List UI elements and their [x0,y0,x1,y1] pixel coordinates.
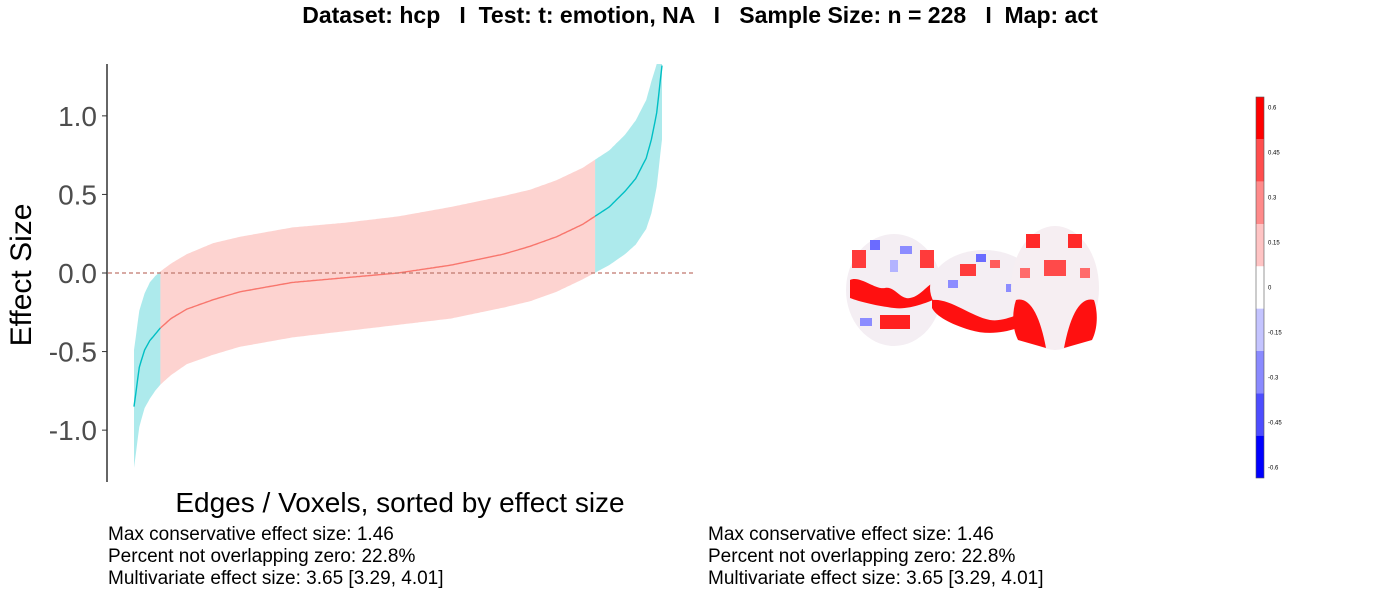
brain-slices [846,226,1099,350]
stats-right: Max conservative effect size: 1.46 Perce… [708,524,1044,590]
colorbar-swatch [1256,351,1264,394]
colorbar-swatch [1256,224,1264,267]
colorbar-tick-label: 0.6 [1268,106,1277,112]
y-ticks: 1.0 0.5 0.0 -0.5 -1.0 [49,101,107,446]
colorbar-swatch [1256,181,1264,224]
effect-size-chart: 1.0 0.5 0.0 -0.5 -1.0 Effect Size Edges / Vo… [5,64,694,518]
y-tick-label: 1.0 [58,101,97,132]
stats-left: Max conservative effect size: 1.46 Perce… [108,524,444,590]
ci-band-not-overlapping-zero [134,271,161,468]
estimate-line-not-overlapping-zero [594,65,663,217]
colorbar-tick-label: 0.15 [1268,241,1280,247]
colorbar: 0.6 0.45 0.3 0.15 0 -0.15 -0.3 -0.45 -0.6 [1255,96,1282,479]
sagittal-slice [930,250,1038,333]
colorbar-swatch [1256,308,1264,351]
multivariate-effect-size: Multivariate effect size: 3.65 [3.29, 4.… [108,568,444,589]
colorbar-swatch [1256,435,1264,478]
x-axis-label: Edges / Voxels, sorted by effect size [175,487,624,518]
y-tick-label: -0.5 [49,337,97,368]
colorbar-tick-label: -0.6 [1268,465,1279,471]
colorbar-swatches [1255,96,1265,479]
colorbar-tick-label: -0.3 [1268,375,1279,381]
colorbar-swatch [1256,139,1264,182]
plot-layer [108,64,694,468]
y-tick-label: 0.5 [58,179,97,210]
estimate-line-overlapping-zero [159,215,596,329]
colorbar-tick-label: 0.3 [1268,196,1277,202]
estimate-line-not-overlapping-zero [133,327,161,407]
percent-not-overlapping-zero: Percent not overlapping zero: 22.8% [708,546,1016,567]
colorbar-tick-label: 0.45 [1268,151,1280,157]
ci-band-overlapping-zero [160,159,596,385]
figure-title: Dataset: hcp I Test: t: emotion, NA I Sa… [302,2,1098,28]
y-axis-label: Effect Size [5,204,38,347]
colorbar-swatch [1256,266,1264,309]
colorbar-tick-label: -0.15 [1268,330,1282,336]
colorbar-border [1255,96,1265,479]
ci-band-not-overlapping-zero [595,64,662,273]
y-tick-label: -1.0 [49,415,97,446]
colorbar-tick-label: -0.45 [1268,420,1282,426]
colorbar-swatch [1256,97,1264,140]
max-conservative-effect-size: Max conservative effect size: 1.46 [708,524,994,545]
axial-slice [1011,226,1099,350]
coronal-slice [846,234,942,346]
percent-not-overlapping-zero: Percent not overlapping zero: 22.8% [108,546,416,567]
colorbar-labels: 0.6 0.45 0.3 0.15 0 -0.15 -0.3 -0.45 -0.6 [1268,106,1282,472]
multivariate-effect-size: Multivariate effect size: 3.65 [3.29, 4.… [708,568,1044,589]
colorbar-tick-label: 0 [1268,286,1272,292]
y-tick-label: 0.0 [58,258,97,289]
max-conservative-effect-size: Max conservative effect size: 1.46 [108,524,394,545]
colorbar-swatch [1256,393,1264,436]
